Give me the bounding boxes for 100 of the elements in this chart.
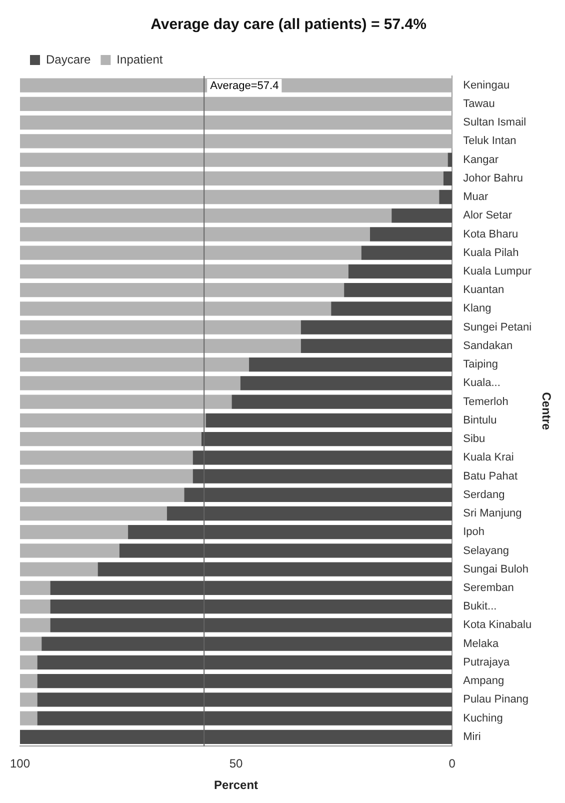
y-tick-label: Bintulu <box>463 414 497 426</box>
bar <box>20 246 362 260</box>
y-tick-label: Sri Manjung <box>463 508 522 520</box>
bar <box>249 357 452 372</box>
bar <box>331 302 452 316</box>
bar <box>42 636 452 651</box>
y-tick-label: Putrajaya <box>463 656 510 668</box>
y-tick-label: Alor Setar <box>463 210 512 222</box>
bar <box>184 488 452 502</box>
bar <box>20 302 332 316</box>
bar <box>370 227 452 242</box>
bar <box>20 711 38 726</box>
bar <box>119 544 452 558</box>
y-tick-label: Taiping <box>463 358 498 371</box>
bar <box>192 450 452 465</box>
bar <box>20 338 301 354</box>
bar <box>128 525 452 540</box>
y-tick-label: Miri <box>463 730 481 743</box>
y-tick-label: Kuala Krai <box>463 452 514 464</box>
bar <box>98 562 452 576</box>
y-tick-label: Kangar <box>463 154 499 166</box>
bar <box>439 190 452 204</box>
bar <box>50 600 452 614</box>
bar <box>20 562 98 576</box>
bar <box>20 655 38 670</box>
x-tick-label: 0 <box>448 756 456 771</box>
bar <box>20 525 128 540</box>
bar <box>37 711 452 726</box>
bar <box>20 600 50 614</box>
bar <box>37 655 452 670</box>
bar <box>443 171 452 186</box>
y-tick-label: Temerloh <box>463 396 508 408</box>
y-tick-label: Kota Kinabalu <box>463 619 532 632</box>
x-axis-title: Percent <box>214 778 258 792</box>
bar <box>206 413 452 428</box>
y-tick-label: Bukit... <box>463 600 497 613</box>
y-tick-label: Teluk Intan <box>463 135 516 148</box>
bar <box>20 488 184 502</box>
legend-label: Inpatient <box>116 52 164 66</box>
bar <box>37 692 452 707</box>
bar <box>20 171 444 186</box>
bar <box>300 338 452 354</box>
y-tick-label: Tawau <box>463 98 495 110</box>
bar <box>20 320 301 334</box>
y-tick-label: Muar <box>463 191 488 204</box>
bar <box>20 432 202 446</box>
bar <box>344 283 452 298</box>
y-tick-label: Serdang <box>463 488 505 501</box>
bar <box>20 283 344 298</box>
chart-title: Average day care (all patients) = 57.4% <box>150 16 426 34</box>
y-tick-label: Ampang <box>463 675 504 688</box>
bar <box>20 208 392 223</box>
bar <box>20 636 42 651</box>
y-tick-label: Seremban <box>463 582 514 594</box>
y-tick-label: Melaka <box>463 638 500 650</box>
bar <box>37 674 452 688</box>
y-tick-label: Sibu <box>463 433 486 446</box>
y-tick-label: Kota Bharu <box>463 228 518 240</box>
y-tick-label: Selayang <box>463 544 509 557</box>
bar <box>50 618 452 632</box>
bar <box>201 432 452 446</box>
y-tick-label: Batu Pahat <box>463 470 518 482</box>
bar <box>20 264 348 279</box>
legend-label: Daycare <box>46 52 92 66</box>
bar <box>348 264 452 279</box>
y-tick-label: Ipoh <box>463 526 485 538</box>
bar <box>20 730 452 744</box>
bar <box>50 580 452 596</box>
ref-line-label: Average=57.4 <box>210 80 279 92</box>
bar <box>232 394 452 409</box>
bar <box>166 506 452 521</box>
y-tick-label: Klang <box>463 302 492 315</box>
y-tick-label: Sungei Petani <box>463 321 532 334</box>
bar <box>20 469 193 484</box>
y-tick-label: Kuantan <box>463 284 504 296</box>
y-tick-label: Kuala... <box>463 377 500 390</box>
y-tick-label: Sandakan <box>463 340 513 352</box>
y-axis-title: Centre <box>539 392 554 430</box>
y-tick-label: Kuching <box>463 712 503 724</box>
bar <box>20 580 50 596</box>
bar <box>20 674 38 688</box>
bar <box>20 450 193 465</box>
bar <box>20 692 38 707</box>
bar <box>20 96 452 111</box>
x-tick-label: 100 <box>10 756 30 771</box>
y-tick-label: Johor Bahru <box>463 172 524 184</box>
bar <box>20 190 440 204</box>
y-tick-label: Pulau Pinang <box>463 694 529 706</box>
bar <box>20 227 370 242</box>
bar <box>392 208 452 223</box>
bar <box>20 394 232 409</box>
x-tick-label: 50 <box>229 756 244 771</box>
bar <box>20 506 167 521</box>
bar <box>20 115 452 130</box>
bar <box>20 413 206 428</box>
y-tick-label: Kuala Pilah <box>463 246 519 259</box>
bar <box>20 544 120 558</box>
y-tick-label: Sultan Ismail <box>463 116 526 129</box>
y-tick-label: Kuala Lumpur <box>463 266 532 278</box>
bar <box>448 152 452 167</box>
